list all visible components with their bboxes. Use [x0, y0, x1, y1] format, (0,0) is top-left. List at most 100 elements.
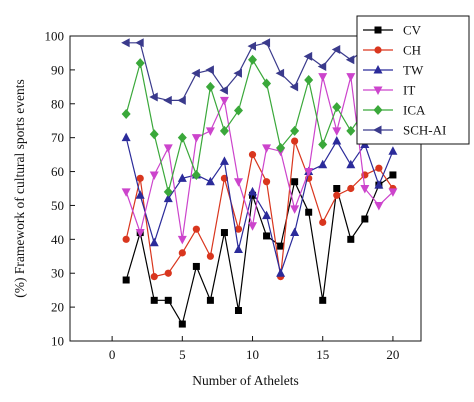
- data-point-sch-ai: [163, 95, 172, 105]
- data-point-ch: [347, 184, 355, 193]
- data-point-cv: [122, 276, 130, 284]
- data-point-it: [332, 127, 342, 136]
- data-point-sch-ai: [177, 95, 186, 105]
- series-line-cv: [125, 174, 394, 326]
- y-tick-label: 20: [51, 300, 64, 315]
- x-tick-label: 15: [316, 347, 329, 362]
- data-point-tw: [121, 132, 131, 142]
- data-point-ch: [248, 151, 257, 159]
- data-point-tw: [135, 190, 145, 199]
- data-point-cv: [277, 242, 285, 250]
- data-point-cv: [234, 307, 242, 314]
- data-point-ica: [219, 125, 229, 136]
- data-point-it: [205, 127, 215, 136]
- data-point-ica: [149, 129, 159, 140]
- data-point-ica: [135, 58, 145, 69]
- data-point-it: [360, 185, 370, 194]
- series-ch: [122, 137, 397, 281]
- y-tick-label: 90: [51, 62, 64, 77]
- data-point-ch: [150, 273, 158, 281]
- data-point-tw: [219, 156, 229, 165]
- data-point-tw: [163, 193, 173, 203]
- data-point-sch-ai: [303, 51, 313, 61]
- series-line-it: [125, 76, 394, 240]
- series-tw: [121, 132, 398, 277]
- y-tick-label: 50: [51, 198, 64, 213]
- data-point-ch: [164, 269, 172, 277]
- data-point-it: [248, 222, 258, 231]
- data-point-tw: [346, 159, 356, 169]
- legend-marker-it: [373, 86, 383, 95]
- legend-label-sch-ai: SCH-AI: [403, 123, 446, 138]
- data-point-sch-ai: [219, 85, 228, 95]
- data-point-tw: [177, 173, 187, 182]
- data-point-cv: [305, 208, 313, 216]
- data-point-cv: [150, 296, 158, 304]
- y-tick-label: 40: [51, 232, 64, 247]
- data-point-it: [163, 144, 173, 153]
- legend-marker-ica: [373, 105, 383, 115]
- data-point-it: [135, 229, 145, 238]
- data-point-ica: [276, 142, 286, 153]
- data-point-it: [290, 205, 300, 214]
- data-point-ch: [206, 252, 214, 260]
- data-point-it: [262, 144, 272, 153]
- data-point-it: [346, 73, 356, 82]
- data-point-ch: [192, 225, 200, 233]
- y-tick-label: 60: [51, 164, 64, 179]
- series-line-ica: [125, 58, 393, 193]
- x-axis-label: Number of Athelets: [192, 373, 298, 388]
- legend-box: [356, 15, 470, 145]
- legend-marker-cv: [374, 26, 382, 34]
- data-point-cv: [389, 171, 397, 179]
- data-point-cv: [263, 232, 271, 240]
- data-point-ica: [205, 81, 215, 92]
- data-point-sch-ai: [121, 38, 130, 48]
- data-point-it: [177, 235, 187, 245]
- data-point-cv: [164, 296, 172, 304]
- data-point-ch: [262, 178, 271, 186]
- data-point-cv: [291, 178, 299, 186]
- y-tick-label: 70: [51, 130, 64, 145]
- legend-label-ica: ICA: [403, 103, 426, 118]
- data-point-ica: [248, 54, 258, 65]
- data-point-tw: [374, 180, 384, 189]
- data-point-ica: [290, 125, 300, 136]
- data-point-ch: [122, 235, 130, 243]
- y-tick-label: 10: [51, 334, 64, 349]
- series-line-tw: [125, 137, 394, 276]
- data-point-tw: [205, 176, 215, 186]
- data-point-tw: [318, 159, 328, 169]
- plot-frame: [69, 35, 422, 342]
- data-point-it: [191, 134, 201, 143]
- axes-layer: 0 5 10 15 20 10 20 30 40 50 60 70 80 90 100: [45, 29, 422, 362]
- data-point-ch: [333, 191, 341, 199]
- y-axis-label: (%) Framework of cultural sports events: [12, 79, 27, 298]
- series-cv: [122, 171, 397, 328]
- data-point-it: [374, 201, 384, 211]
- legend-marker-sch-ai: [373, 125, 382, 135]
- data-point-it: [304, 168, 314, 177]
- data-point-ica: [191, 169, 201, 180]
- y-tick-label: 80: [51, 96, 64, 111]
- data-point-cv: [361, 215, 369, 223]
- data-point-sch-ai: [233, 68, 242, 78]
- data-point-cv: [178, 320, 186, 328]
- data-point-tw: [290, 227, 300, 237]
- data-point-tw: [248, 186, 258, 196]
- data-point-ica: [318, 139, 328, 150]
- series-ica: [121, 54, 398, 197]
- data-point-cv: [206, 296, 214, 304]
- y-tick-label: 30: [51, 266, 64, 281]
- legend-marker-ch: [374, 46, 382, 54]
- data-point-ch: [319, 218, 327, 226]
- legend-label-ch: CH: [403, 43, 421, 58]
- data-point-tw: [149, 237, 159, 247]
- data-point-sch-ai: [317, 62, 327, 71]
- data-point-ch: [291, 137, 299, 145]
- data-point-it: [388, 188, 398, 197]
- data-point-sch-ai: [331, 45, 341, 55]
- data-point-sch-ai: [275, 68, 285, 78]
